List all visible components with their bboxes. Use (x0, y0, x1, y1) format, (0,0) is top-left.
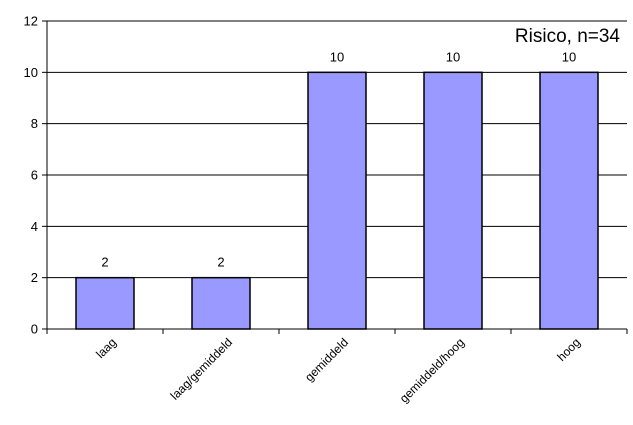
y-tick-label: 8 (31, 116, 38, 131)
x-tick-labels: laag laag/gemiddeld gemiddeld gemiddeld/hoo… (93, 335, 583, 405)
bar-hoog (539, 71, 599, 330)
axes (42, 20, 628, 334)
data-label: 10 (330, 49, 344, 64)
y-tick-label: 10 (24, 65, 38, 80)
x-tick-label: gemiddeld/hoog (397, 335, 467, 405)
data-label: 10 (562, 49, 576, 64)
data-label: 10 (446, 49, 460, 64)
y-tick-label: 2 (31, 270, 38, 285)
y-tick-labels: 0 2 4 6 8 10 12 (24, 14, 38, 337)
chart-title: Risico, n=34 (515, 26, 621, 47)
x-tick-label: gemiddeld (302, 335, 351, 384)
data-labels: 2 2 10 10 10 (101, 49, 576, 269)
y-tick-label: 0 (31, 322, 38, 337)
bar-laag-gemiddeld (191, 276, 251, 330)
bar-laag (75, 276, 135, 330)
bar-gemiddeld-hoog (423, 71, 483, 330)
x-tick-label: hoog (554, 335, 583, 364)
y-tick-label: 6 (31, 168, 38, 183)
y-tick-label: 4 (31, 219, 38, 234)
x-tick-label: laag/gemiddeld (168, 335, 235, 402)
bar-gemiddeld (307, 71, 367, 330)
bars (75, 71, 599, 330)
data-label: 2 (101, 255, 108, 270)
x-tick-label: laag (93, 335, 119, 361)
data-label: 2 (217, 255, 224, 270)
y-tick-label: 12 (24, 14, 38, 29)
